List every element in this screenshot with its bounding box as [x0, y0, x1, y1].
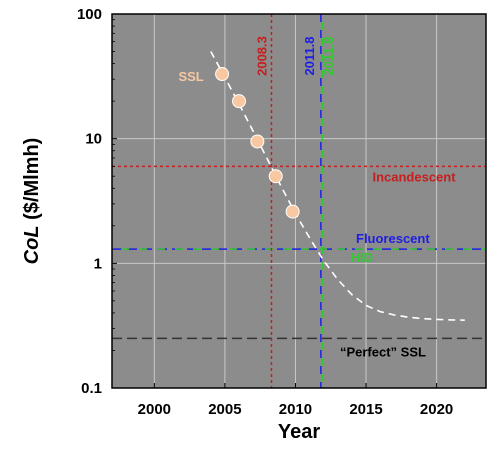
trend-line	[210, 51, 465, 321]
ssl-point	[250, 134, 265, 149]
axis-ticks: 2000 2005 2010 2015 2020 0.1 1 10 100	[77, 6, 453, 418]
x-tick-label: 2005	[208, 401, 241, 418]
reference-label-2: HID	[351, 250, 373, 265]
plot-frame	[111, 13, 487, 389]
vertical-line-label-2: 2011.8	[321, 36, 336, 75]
y-tick-label: 0.1	[81, 380, 102, 397]
plot-background	[112, 14, 486, 388]
y-tick-label: 10	[85, 131, 102, 148]
y-tick-label: 1	[94, 255, 102, 272]
ssl-point	[268, 169, 283, 184]
y-tick-label: 100	[77, 6, 102, 23]
series-label-ssl: SSL	[178, 69, 203, 84]
ssl-point	[215, 67, 230, 82]
y-axis-title: CoL ($/Mlmh)	[21, 138, 43, 265]
ssl-point	[232, 94, 247, 109]
vertical-line-label-0: 2008.3	[254, 36, 269, 76]
ssl-point	[285, 204, 300, 219]
annotations: SSL Incandescent Fluorescent HID “Perfect” S…	[178, 36, 456, 359]
reference-lines	[112, 14, 486, 388]
ssl-points	[215, 67, 300, 219]
reference-label-1: Fluorescent	[356, 231, 430, 246]
vertical-line-label-1: 2011.8	[302, 36, 317, 75]
x-tick-label: 2015	[349, 401, 382, 418]
x-tick-label: 2000	[138, 401, 171, 418]
reference-label-0: Incandescent	[372, 169, 456, 184]
trend-curve	[210, 51, 465, 321]
reference-label-3: “Perfect” SSL	[340, 344, 426, 359]
x-tick-label: 2010	[279, 401, 312, 418]
x-tick-label: 2020	[420, 401, 453, 418]
x-axis-title: Year	[278, 421, 320, 443]
